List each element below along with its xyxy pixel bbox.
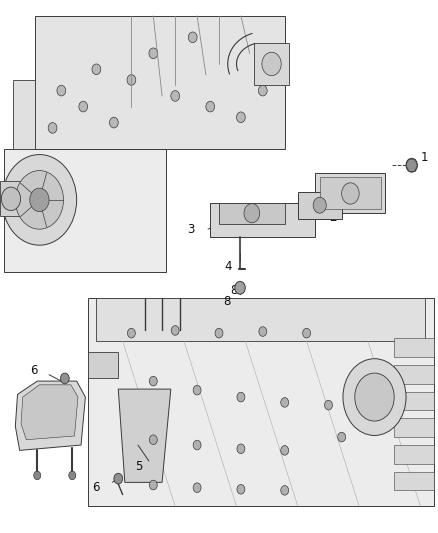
- Polygon shape: [88, 298, 434, 506]
- Text: 2: 2: [329, 211, 337, 223]
- Circle shape: [281, 398, 289, 407]
- Polygon shape: [315, 173, 385, 213]
- Polygon shape: [320, 177, 381, 209]
- Circle shape: [237, 392, 245, 402]
- Polygon shape: [254, 43, 289, 85]
- Text: 4: 4: [225, 260, 232, 273]
- Polygon shape: [88, 352, 118, 378]
- Text: 6: 6: [30, 364, 38, 377]
- Circle shape: [355, 373, 394, 421]
- Polygon shape: [219, 203, 285, 224]
- Polygon shape: [210, 203, 315, 237]
- Polygon shape: [0, 181, 22, 216]
- Polygon shape: [13, 80, 35, 149]
- Circle shape: [206, 101, 215, 112]
- Text: 7: 7: [28, 440, 35, 453]
- Text: 8: 8: [231, 284, 238, 296]
- Circle shape: [281, 446, 289, 455]
- Polygon shape: [394, 445, 434, 464]
- Circle shape: [188, 32, 197, 43]
- Circle shape: [127, 75, 136, 85]
- Circle shape: [1, 187, 21, 211]
- Circle shape: [259, 327, 267, 336]
- Circle shape: [92, 64, 101, 75]
- Circle shape: [406, 158, 417, 172]
- Polygon shape: [96, 298, 425, 341]
- Circle shape: [193, 483, 201, 492]
- Circle shape: [127, 328, 135, 338]
- Polygon shape: [35, 16, 285, 149]
- Circle shape: [258, 85, 267, 96]
- Polygon shape: [394, 392, 434, 410]
- Circle shape: [193, 440, 201, 450]
- Circle shape: [313, 197, 326, 213]
- Circle shape: [342, 183, 359, 204]
- Circle shape: [48, 123, 57, 133]
- Circle shape: [69, 471, 76, 480]
- Circle shape: [244, 204, 260, 223]
- Polygon shape: [394, 338, 434, 357]
- Circle shape: [110, 117, 118, 128]
- Circle shape: [30, 188, 49, 212]
- Circle shape: [15, 171, 64, 229]
- Text: 5: 5: [135, 460, 142, 473]
- Polygon shape: [21, 385, 78, 440]
- Text: 1: 1: [420, 151, 428, 164]
- Circle shape: [325, 400, 332, 410]
- Circle shape: [303, 328, 311, 338]
- Circle shape: [149, 376, 157, 386]
- Circle shape: [343, 359, 406, 435]
- Circle shape: [281, 486, 289, 495]
- Polygon shape: [298, 192, 342, 219]
- Circle shape: [193, 385, 201, 395]
- Polygon shape: [118, 389, 171, 482]
- Circle shape: [60, 373, 69, 384]
- Circle shape: [149, 435, 157, 445]
- Polygon shape: [394, 418, 434, 437]
- Text: 8: 8: [223, 295, 230, 308]
- Polygon shape: [394, 365, 434, 384]
- Circle shape: [149, 480, 157, 490]
- Circle shape: [171, 91, 180, 101]
- Circle shape: [79, 101, 88, 112]
- Circle shape: [338, 432, 346, 442]
- Circle shape: [149, 48, 158, 59]
- Circle shape: [237, 484, 245, 494]
- Circle shape: [237, 444, 245, 454]
- Polygon shape: [15, 381, 85, 450]
- Text: 6: 6: [92, 481, 100, 494]
- Circle shape: [2, 155, 77, 245]
- Circle shape: [215, 328, 223, 338]
- Circle shape: [235, 281, 245, 294]
- Circle shape: [34, 471, 41, 480]
- Circle shape: [237, 112, 245, 123]
- Polygon shape: [4, 149, 166, 272]
- Circle shape: [114, 473, 123, 484]
- Circle shape: [171, 326, 179, 335]
- Text: 7: 7: [295, 219, 302, 231]
- Text: 3: 3: [187, 223, 195, 236]
- Circle shape: [262, 52, 281, 76]
- Text: 3: 3: [28, 407, 35, 419]
- Circle shape: [57, 85, 66, 96]
- Polygon shape: [394, 472, 434, 490]
